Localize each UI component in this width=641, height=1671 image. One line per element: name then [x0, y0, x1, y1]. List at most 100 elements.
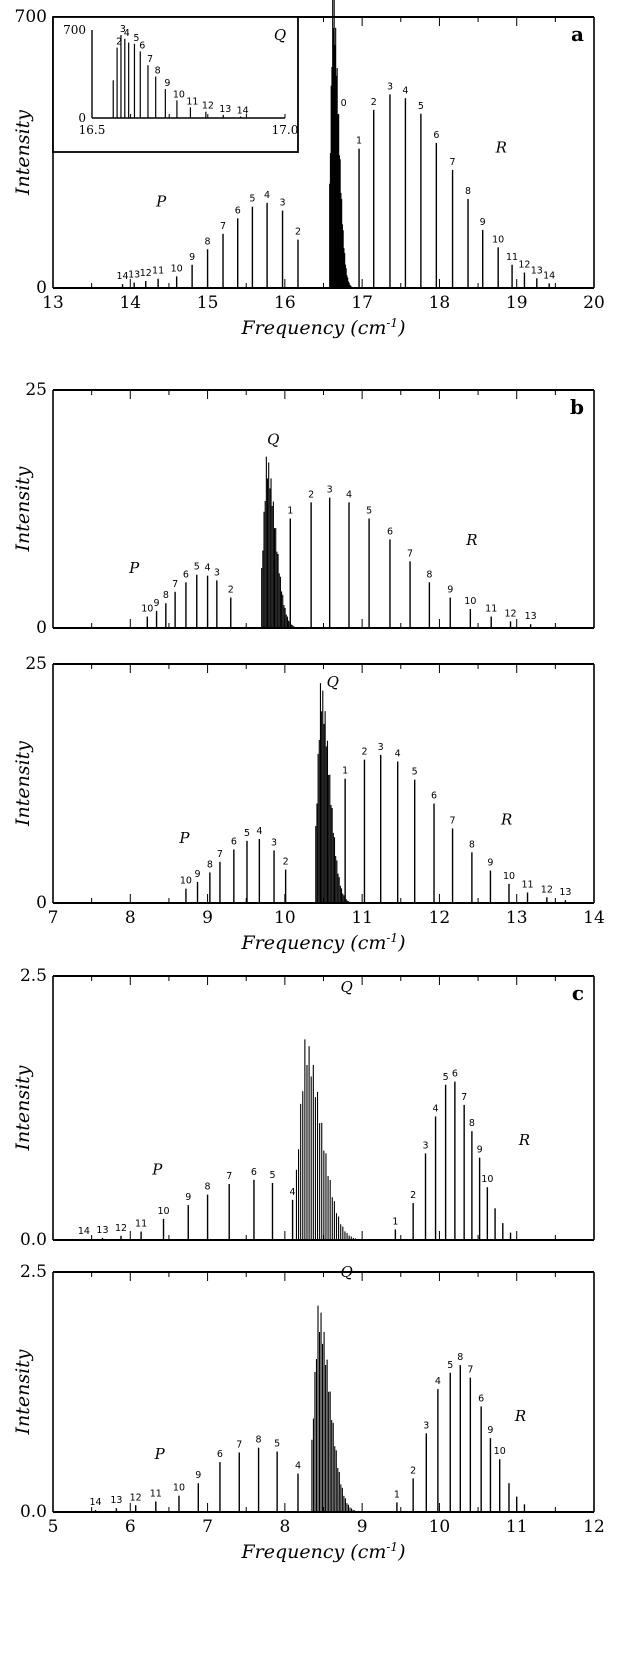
line-label: 14 — [117, 271, 129, 282]
line-label: 8 — [205, 236, 211, 247]
branch-label-p: P — [154, 1445, 166, 1463]
line-label: 3 — [280, 198, 286, 209]
x-tick-label: 11 — [351, 908, 373, 928]
line-label: 8 — [163, 590, 169, 601]
line-label: 10 — [173, 1483, 185, 1494]
y-axis-label: Intensity — [12, 741, 34, 827]
inset-line-label: 8 — [155, 66, 161, 77]
q-branch-label: 0 — [341, 98, 347, 109]
line-label: 2 — [410, 1465, 416, 1476]
line-label: 12 — [504, 608, 516, 619]
x-axis-label: Frequency (cm-1) — [241, 1540, 406, 1563]
inset-line-label: 5 — [133, 33, 139, 44]
line-label: 7 — [467, 1365, 473, 1376]
x-tick-label: 10 — [274, 908, 296, 928]
y-axis-label: Intensity — [12, 110, 34, 196]
inset-line-label: 9 — [164, 78, 170, 89]
y-tick-label: 0 — [36, 278, 47, 298]
line-label: 5 — [249, 194, 255, 205]
inset-line-label: 13 — [219, 104, 231, 115]
line-label: 5 — [244, 828, 250, 839]
branch-label-q: Q — [327, 673, 339, 691]
line-label: 9 — [185, 1192, 191, 1203]
y-tick-label: 2.5 — [20, 966, 47, 986]
line-label: 7 — [226, 1171, 232, 1182]
line-label: 13 — [96, 1225, 108, 1236]
line-label: 1 — [342, 766, 348, 777]
y-tick-label: 0 — [36, 893, 47, 913]
line-label: 6 — [387, 526, 393, 537]
line-label: 10 — [464, 596, 476, 607]
inset-y-tick-label: 0 — [78, 111, 86, 125]
inset-line-label: 10 — [173, 89, 185, 100]
x-axis-label: Frequency (cm-1) — [241, 316, 406, 339]
line-label: 2 — [295, 227, 301, 238]
line-label: 11 — [521, 879, 533, 890]
branch-label-r: R — [495, 139, 507, 157]
line-label: 4 — [295, 1461, 301, 1472]
line-label: 4 — [433, 1103, 439, 1114]
line-label: 14 — [78, 1226, 90, 1237]
line-label: 3 — [271, 837, 277, 848]
line-label: 12 — [130, 1492, 142, 1503]
line-label: 2 — [308, 489, 314, 500]
y-axis-label: Intensity — [12, 466, 34, 552]
line-label: 12 — [541, 884, 553, 895]
y-tick-label: 25 — [25, 654, 47, 674]
branch-label-r: R — [518, 1131, 530, 1149]
inset-line-label: 12 — [202, 101, 214, 112]
y-tick-label: 0 — [36, 618, 47, 638]
x-tick-label: 8 — [279, 1517, 290, 1537]
line-label: 10 — [481, 1174, 493, 1185]
line-label: 4 — [205, 563, 211, 574]
line-label: 9 — [477, 1145, 483, 1156]
line-label: 11 — [135, 1219, 147, 1230]
line-label: 10 — [180, 876, 192, 887]
line-label: 4 — [346, 489, 352, 500]
branch-label-p: P — [128, 559, 140, 577]
line-label: 1 — [287, 506, 293, 517]
x-tick-label: 18 — [429, 293, 451, 313]
line-label: 7 — [461, 1092, 467, 1103]
line-label: 7 — [407, 548, 413, 559]
line-label: 6 — [251, 1167, 257, 1178]
line-label: 12 — [115, 1223, 127, 1234]
x-tick-label: 10 — [429, 1517, 451, 1537]
x-tick-label: 20 — [583, 293, 605, 313]
line-label: 8 — [256, 1435, 262, 1446]
x-tick-label: 8 — [125, 908, 136, 928]
line-label: 6 — [183, 569, 189, 580]
line-label: 6 — [217, 1449, 223, 1460]
line-label: 10 — [503, 871, 515, 882]
branch-label-q: Q — [341, 1263, 353, 1281]
x-tick-label: 11 — [506, 1517, 528, 1537]
line-label: 3 — [327, 485, 333, 496]
line-label: 12 — [518, 260, 530, 271]
inset-line-label: 14 — [237, 105, 249, 116]
line-label: 9 — [189, 252, 195, 263]
line-label: 10 — [157, 1206, 169, 1217]
inset-frame — [52, 16, 299, 153]
line-label: 6 — [235, 205, 241, 216]
line-label: 5 — [269, 1170, 275, 1181]
branch-label-p: P — [155, 193, 167, 211]
inset-line-label: 7 — [147, 54, 153, 65]
x-tick-label: 6 — [125, 1517, 136, 1537]
x-tick-label: 12 — [429, 908, 451, 928]
line-label: 4 — [402, 85, 408, 96]
line-label: 7 — [236, 1439, 242, 1450]
line-label: 5 — [443, 1072, 449, 1083]
x-tick-label: 16 — [274, 293, 296, 313]
inset-branch-label: Q — [274, 26, 286, 44]
line-label: 7 — [450, 815, 456, 826]
line-label: 6 — [433, 130, 439, 141]
branch-label-r: R — [500, 811, 512, 829]
inset-line-label: 11 — [186, 96, 198, 107]
line-label: 4 — [395, 749, 401, 760]
x-tick-label: 9 — [357, 1517, 368, 1537]
line-label: 11 — [150, 1488, 162, 1499]
line-label: 13 — [110, 1495, 122, 1506]
line-label: 4 — [435, 1376, 441, 1387]
